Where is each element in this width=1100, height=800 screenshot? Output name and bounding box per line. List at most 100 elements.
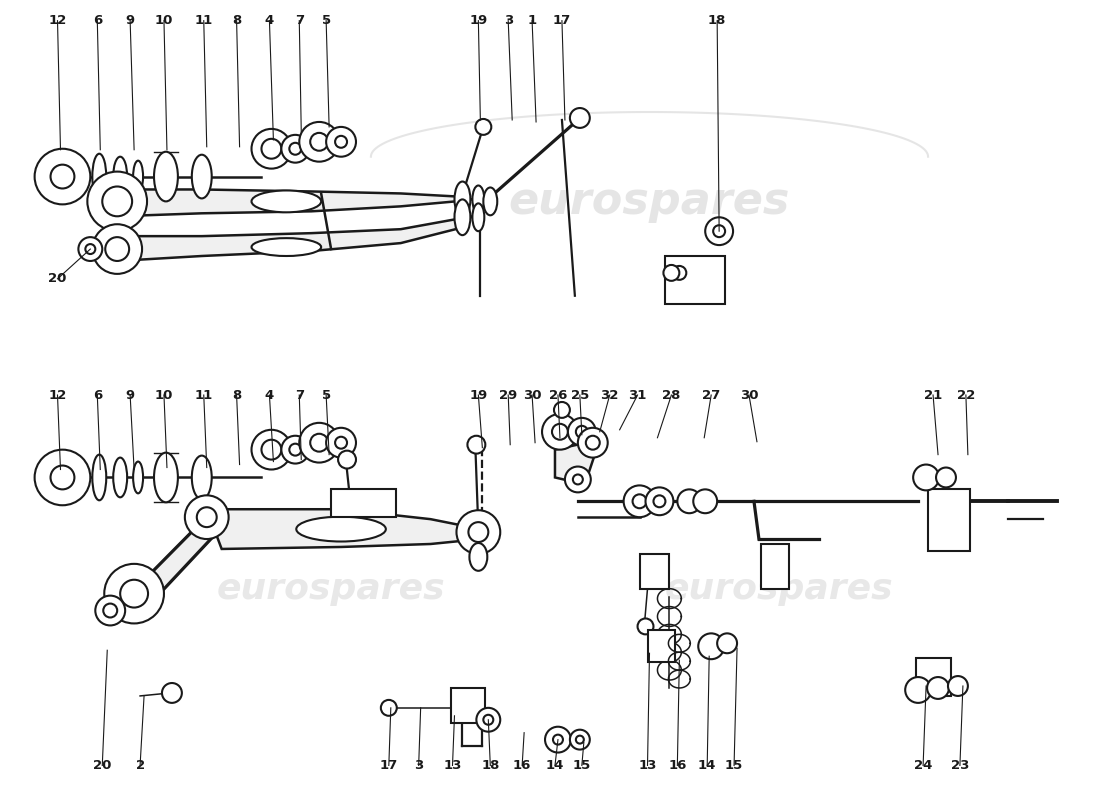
Circle shape <box>310 434 328 452</box>
Circle shape <box>624 486 656 517</box>
Text: 14: 14 <box>698 759 716 772</box>
Circle shape <box>544 726 571 753</box>
Circle shape <box>103 603 118 618</box>
Circle shape <box>552 424 568 440</box>
Ellipse shape <box>472 186 484 214</box>
Circle shape <box>476 708 501 732</box>
Text: 15: 15 <box>573 759 591 772</box>
Ellipse shape <box>154 152 178 202</box>
Text: 3: 3 <box>504 14 513 27</box>
Circle shape <box>646 487 673 515</box>
Ellipse shape <box>133 462 143 494</box>
Text: 4: 4 <box>265 389 274 402</box>
Bar <box>648 630 675 662</box>
Circle shape <box>299 423 339 462</box>
Circle shape <box>578 428 607 458</box>
Text: 24: 24 <box>914 759 933 772</box>
Text: eurospares: eurospares <box>509 180 790 223</box>
Text: 30: 30 <box>739 389 758 402</box>
Text: 10: 10 <box>155 389 173 402</box>
Ellipse shape <box>191 154 211 198</box>
Text: 8: 8 <box>232 14 241 27</box>
Circle shape <box>576 736 584 743</box>
Circle shape <box>252 430 292 470</box>
Circle shape <box>336 136 346 148</box>
Ellipse shape <box>472 203 484 231</box>
Text: 16: 16 <box>668 759 686 772</box>
Circle shape <box>948 676 968 696</box>
Text: 20: 20 <box>48 272 67 286</box>
Text: 7: 7 <box>295 14 304 27</box>
Circle shape <box>78 237 102 261</box>
Circle shape <box>289 444 301 456</box>
Circle shape <box>310 133 328 150</box>
Ellipse shape <box>154 453 178 502</box>
Ellipse shape <box>296 517 386 542</box>
Ellipse shape <box>252 190 321 212</box>
Bar <box>451 688 485 722</box>
Text: 9: 9 <box>125 389 134 402</box>
Circle shape <box>197 507 217 527</box>
Text: 3: 3 <box>414 759 424 772</box>
Circle shape <box>162 683 182 703</box>
Circle shape <box>51 165 75 189</box>
Circle shape <box>553 734 563 745</box>
Text: 13: 13 <box>443 759 462 772</box>
Ellipse shape <box>92 454 107 500</box>
Polygon shape <box>556 440 600 485</box>
Text: 22: 22 <box>957 389 975 402</box>
Circle shape <box>570 108 590 128</box>
Circle shape <box>252 129 292 169</box>
Text: 2: 2 <box>135 759 144 772</box>
Text: eurospares: eurospares <box>664 572 893 606</box>
Circle shape <box>936 467 956 487</box>
Circle shape <box>381 700 397 716</box>
Ellipse shape <box>454 199 471 235</box>
Circle shape <box>34 450 90 506</box>
Circle shape <box>262 139 282 158</box>
Ellipse shape <box>483 187 497 215</box>
Text: 11: 11 <box>195 14 213 27</box>
Circle shape <box>554 402 570 418</box>
Text: 30: 30 <box>522 389 541 402</box>
Circle shape <box>51 466 75 490</box>
Circle shape <box>663 265 680 281</box>
Circle shape <box>87 171 147 231</box>
Text: 12: 12 <box>48 14 67 27</box>
Ellipse shape <box>113 458 128 498</box>
Text: eurospares: eurospares <box>217 572 446 606</box>
Text: 10: 10 <box>155 14 173 27</box>
Circle shape <box>469 522 488 542</box>
Text: 26: 26 <box>549 389 568 402</box>
Ellipse shape <box>252 238 321 256</box>
Text: 17: 17 <box>553 14 571 27</box>
Circle shape <box>678 490 701 514</box>
Bar <box>761 544 789 589</box>
Circle shape <box>927 677 949 699</box>
Circle shape <box>570 730 590 750</box>
Text: 20: 20 <box>94 759 111 772</box>
Ellipse shape <box>133 161 143 193</box>
Ellipse shape <box>470 543 487 571</box>
Circle shape <box>542 414 578 450</box>
Circle shape <box>86 244 96 254</box>
Bar <box>331 490 396 517</box>
Circle shape <box>475 119 492 135</box>
Circle shape <box>565 466 591 492</box>
Text: 9: 9 <box>125 14 134 27</box>
Circle shape <box>638 618 653 634</box>
Circle shape <box>336 437 346 449</box>
Circle shape <box>299 122 339 162</box>
Ellipse shape <box>113 157 128 197</box>
Circle shape <box>106 237 129 261</box>
Text: 14: 14 <box>546 759 564 772</box>
Text: 18: 18 <box>708 14 726 27</box>
Circle shape <box>34 149 90 204</box>
Ellipse shape <box>454 182 471 218</box>
Text: 32: 32 <box>601 389 619 402</box>
Circle shape <box>698 634 724 659</box>
Text: 17: 17 <box>379 759 398 772</box>
Text: 6: 6 <box>92 14 102 27</box>
Text: 21: 21 <box>924 389 943 402</box>
Circle shape <box>713 226 725 237</box>
